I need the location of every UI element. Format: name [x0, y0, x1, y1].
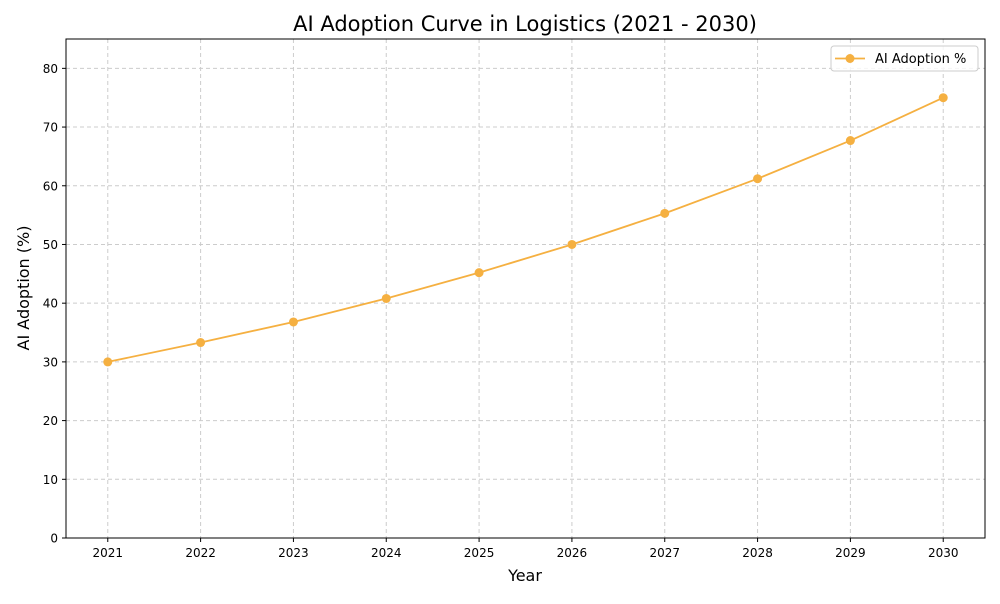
legend-marker [845, 54, 855, 63]
x-tick-label: 2025 [464, 546, 495, 560]
legend-label: AI Adoption % [875, 52, 966, 67]
data-point [845, 136, 855, 146]
series-group [103, 93, 948, 367]
x-tick-label: 2023 [278, 546, 309, 560]
x-tick-label: 2026 [557, 546, 588, 560]
data-point [753, 174, 763, 184]
legend: AI Adoption % [830, 45, 979, 72]
x-axis-label: Year [507, 566, 542, 585]
data-point [474, 268, 484, 278]
x-tick-label: 2022 [185, 546, 216, 560]
data-point [196, 338, 206, 348]
y-tick-label: 80 [43, 62, 58, 76]
y-tick-label: 10 [43, 473, 58, 487]
y-tick-label: 30 [43, 355, 58, 369]
x-tick-label: 2028 [742, 546, 773, 560]
data-point [288, 317, 298, 327]
data-point [103, 357, 113, 367]
x-tick-label: 2029 [835, 546, 866, 560]
legend-frame [830, 45, 979, 72]
plot-frame [65, 38, 986, 539]
y-tick-label: 60 [43, 179, 58, 193]
series-line [107, 96, 944, 363]
grid [66, 39, 985, 539]
y-tick-label: 20 [43, 414, 58, 428]
data-point [381, 293, 391, 303]
x-tick-label: 2024 [371, 546, 402, 560]
y-tick-label: 50 [43, 238, 58, 252]
y-tick-label: 40 [43, 297, 58, 311]
x-tick-label: 2021 [92, 546, 123, 560]
y-axis-label: AI Adoption (%) [14, 226, 33, 351]
x-tick-label: 2030 [928, 546, 959, 560]
y-tick-label: 0 [50, 532, 58, 546]
data-point [567, 239, 577, 249]
axis-ticks: 2021 2022 2023 2024 2025 2026 2027 2028 2029 2030… [43, 62, 959, 560]
data-point [938, 93, 948, 103]
data-point [660, 208, 670, 218]
chart-title: AI Adoption Curve in Logistics (2021 - 2… [293, 12, 757, 36]
y-tick-label: 70 [43, 121, 58, 135]
x-tick-label: 2027 [649, 546, 680, 560]
